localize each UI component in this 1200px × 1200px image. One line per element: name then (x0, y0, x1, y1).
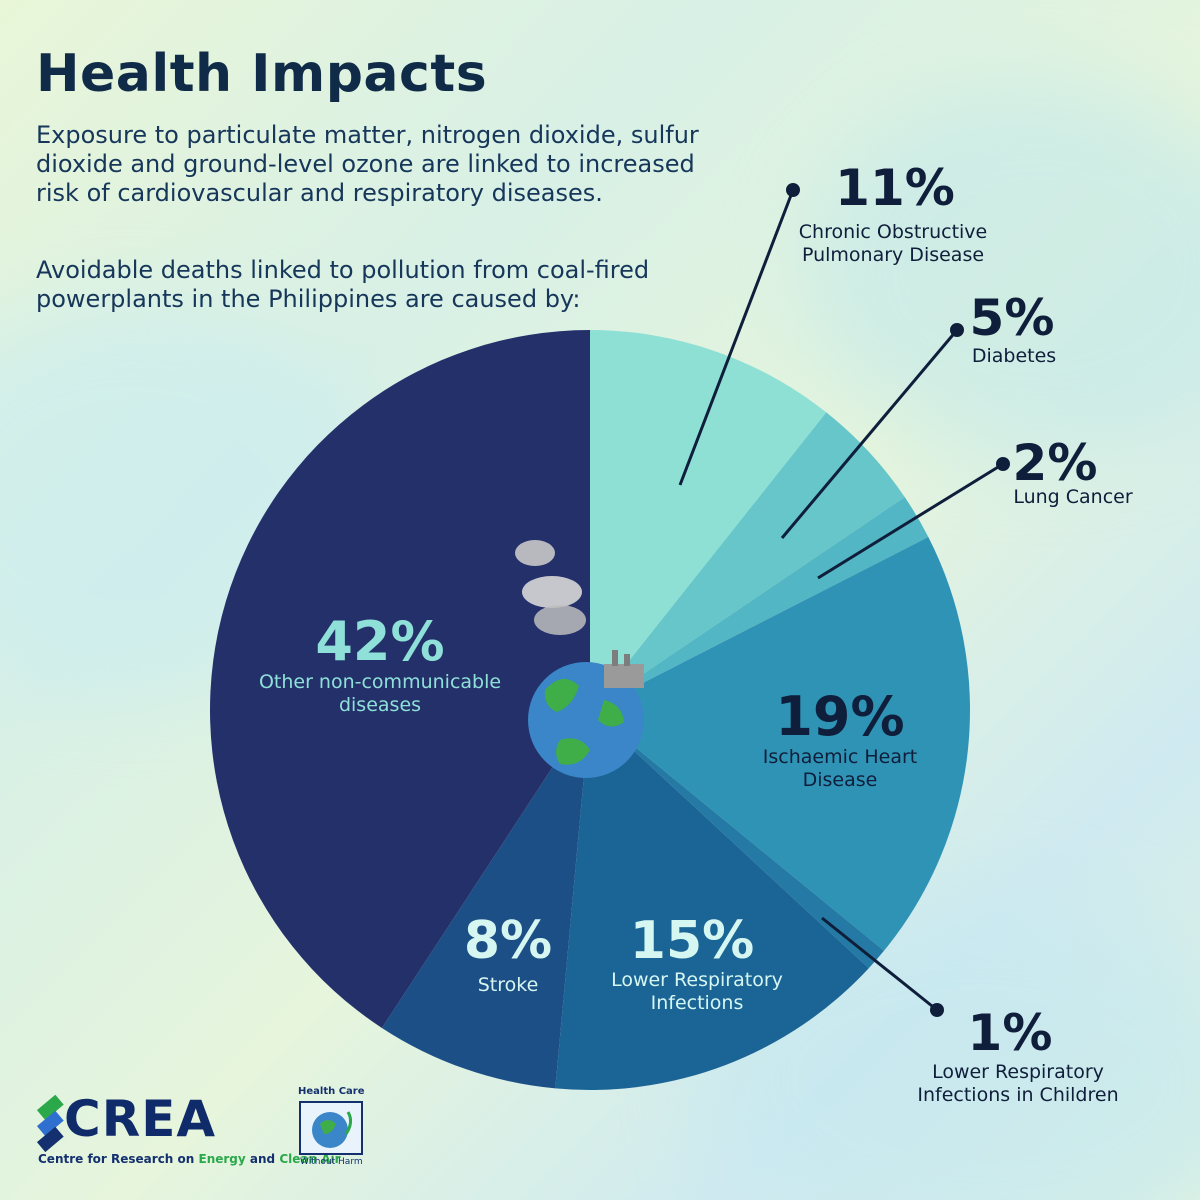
pie-slice (210, 330, 591, 1028)
leader-dot (950, 323, 964, 337)
intro-paragraph: Exposure to particulate matter, nitrogen… (36, 121, 699, 207)
slice-percent-label: 11% (835, 159, 955, 217)
leader-dot (930, 1003, 944, 1017)
leader-line (780, 329, 959, 539)
slice-percent-label: 2% (1013, 434, 1098, 492)
hcwh-logo-top-text: Health Care (298, 1086, 365, 1097)
crea-tagline: Centre for Research on Energy and Clean … (38, 1152, 341, 1166)
leader-line (821, 916, 938, 1012)
pie-slice (590, 710, 884, 969)
globe-factory-icon (515, 540, 644, 778)
slice-category-label: Ischaemic Heart (763, 746, 917, 768)
slice-category-label: Lower Respiratory (611, 969, 783, 991)
leader-line (817, 462, 1004, 580)
slice-percent-label: 19% (775, 685, 904, 748)
crea-logo-text: CREA (64, 1090, 217, 1148)
slice-category-label: Infections in Children (917, 1084, 1118, 1106)
slice-category-label: Disease (803, 769, 878, 791)
crea-logo-icon (36, 1094, 64, 1153)
slice-percent-label: 8% (464, 911, 552, 971)
slice-category-label: Infections (651, 992, 744, 1014)
leader-line (678, 189, 795, 486)
page-title: Health Impacts (36, 44, 488, 104)
slice-percent-label: 5% (970, 289, 1055, 347)
slice-percent-label: 15% (630, 911, 754, 971)
slice-category-label: Stroke (478, 974, 539, 996)
slice-category-label: Other non-communicable (259, 671, 501, 693)
pie-slice (590, 536, 970, 951)
slice-category-label: Pulmonary Disease (802, 244, 984, 266)
slice-percent-label: 1% (968, 1004, 1053, 1062)
slice-category-label: Lung Cancer (1013, 486, 1133, 508)
slice-category-label: Chronic Obstructive (799, 221, 987, 243)
leader-lines (678, 183, 1010, 1017)
lead-paragraph: Avoidable deaths linked to pollution fro… (36, 256, 650, 313)
pie-slice (381, 710, 590, 1089)
hcwh-logo-bottom-text: Without Harm (300, 1157, 363, 1167)
pie-slice (590, 330, 827, 710)
slice-percent-label: 42% (315, 610, 444, 673)
pie-slice (590, 497, 929, 710)
slice-category-label: diseases (339, 694, 421, 716)
slice-category-label: Lower Respiratory (932, 1061, 1104, 1083)
background-wash (800, 80, 1200, 460)
hcwh-logo-icon (299, 1101, 363, 1155)
leader-dot (786, 183, 800, 197)
pie-slice (555, 710, 869, 1090)
slice-category-label: Diabetes (972, 345, 1056, 367)
leader-dot (996, 457, 1010, 471)
